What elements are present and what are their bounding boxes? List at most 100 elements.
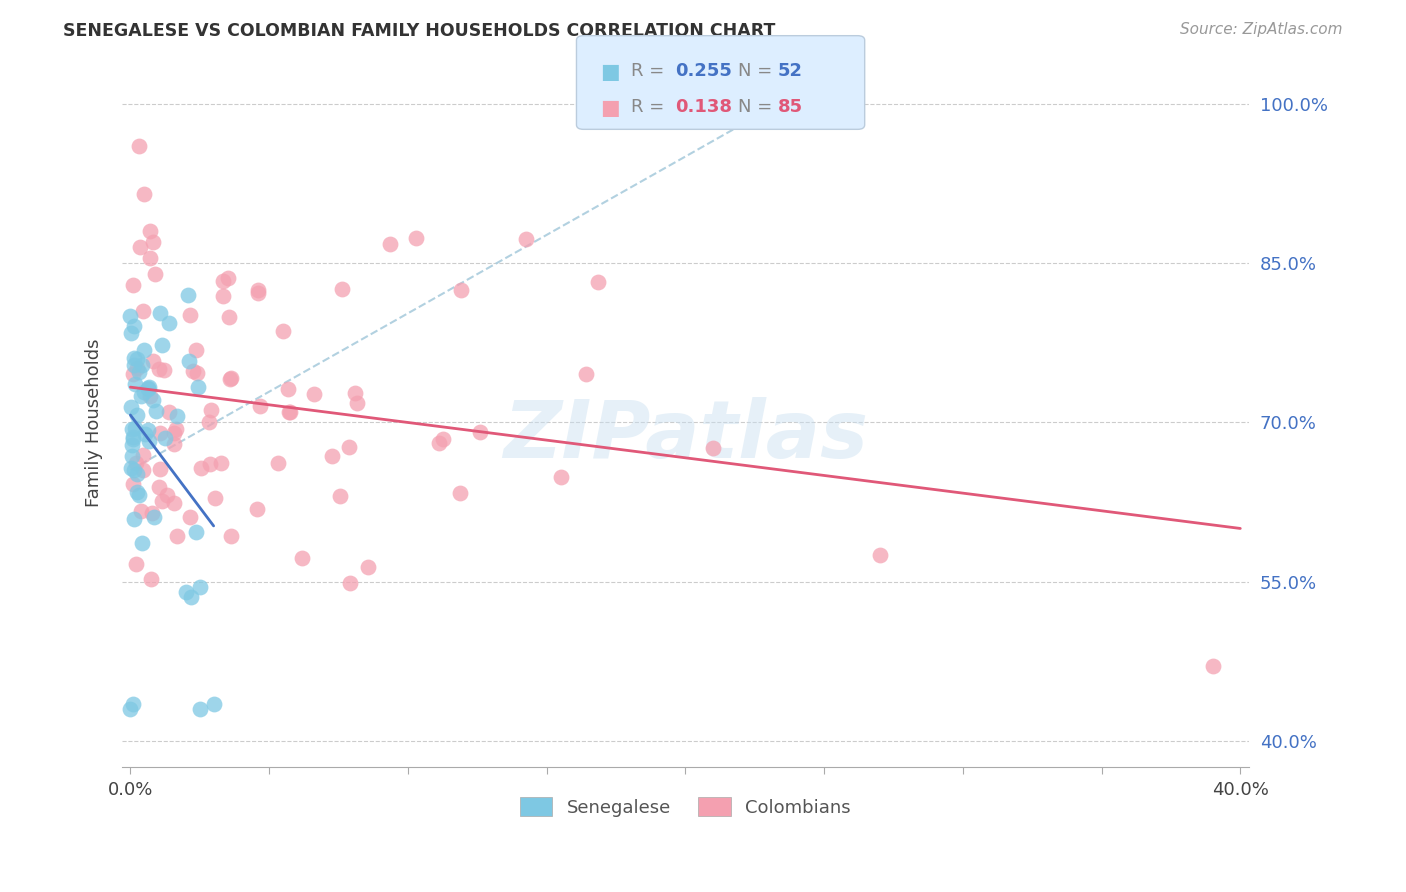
Point bbox=[209, 456, 232, 470]
Point bbox=[181, 364, 204, 378]
Point bbox=[219, 372, 242, 386]
Point bbox=[122, 351, 145, 366]
Point bbox=[330, 282, 353, 296]
Point bbox=[129, 239, 152, 253]
Point bbox=[162, 436, 184, 450]
Point bbox=[188, 702, 211, 716]
Point bbox=[148, 480, 170, 494]
Point bbox=[142, 353, 165, 368]
Point bbox=[143, 510, 166, 524]
Point bbox=[145, 403, 167, 417]
Text: N =: N = bbox=[738, 62, 778, 80]
Point bbox=[337, 440, 360, 454]
Point bbox=[247, 286, 270, 301]
Point bbox=[121, 449, 143, 463]
Point bbox=[138, 380, 160, 394]
Point bbox=[120, 310, 142, 324]
Point bbox=[271, 324, 294, 338]
Point bbox=[246, 501, 269, 516]
Point bbox=[122, 277, 145, 292]
Point bbox=[128, 365, 150, 379]
Point bbox=[575, 367, 598, 381]
Point bbox=[121, 422, 143, 436]
Point bbox=[177, 288, 200, 302]
Point bbox=[122, 476, 145, 491]
Point bbox=[122, 319, 145, 334]
Point bbox=[157, 405, 180, 419]
Text: R =: R = bbox=[631, 62, 671, 80]
Point bbox=[197, 415, 219, 429]
Point bbox=[136, 382, 159, 396]
Point bbox=[405, 231, 427, 245]
Point bbox=[190, 461, 212, 475]
Point bbox=[218, 310, 240, 325]
Point bbox=[153, 363, 176, 377]
Point bbox=[134, 187, 156, 202]
Point bbox=[702, 441, 724, 455]
Point bbox=[198, 457, 221, 471]
Point bbox=[122, 368, 145, 382]
Point bbox=[131, 448, 153, 462]
Point bbox=[217, 271, 239, 285]
Point bbox=[179, 509, 201, 524]
Text: ■: ■ bbox=[600, 62, 620, 82]
Point bbox=[302, 387, 325, 401]
Point bbox=[163, 426, 186, 441]
Point bbox=[124, 421, 146, 435]
Point bbox=[122, 463, 145, 477]
Point bbox=[165, 422, 187, 436]
Point bbox=[204, 491, 226, 505]
Point bbox=[180, 591, 202, 605]
Point bbox=[187, 380, 209, 394]
Point bbox=[125, 360, 148, 375]
Point bbox=[122, 430, 145, 444]
Point bbox=[136, 423, 159, 437]
Point bbox=[278, 405, 301, 419]
Text: 0.138: 0.138 bbox=[675, 98, 733, 116]
Point bbox=[139, 224, 162, 238]
Point bbox=[346, 395, 368, 409]
Point bbox=[142, 393, 165, 408]
Point bbox=[427, 436, 450, 450]
Point bbox=[166, 409, 188, 423]
Point bbox=[188, 580, 211, 594]
Point bbox=[186, 366, 208, 380]
Point bbox=[152, 337, 174, 351]
Point bbox=[219, 371, 242, 385]
Point bbox=[132, 303, 155, 318]
Text: ZIPatlas: ZIPatlas bbox=[503, 397, 868, 475]
Point bbox=[267, 457, 290, 471]
Point bbox=[200, 402, 222, 417]
Point bbox=[432, 432, 454, 446]
Point bbox=[321, 449, 343, 463]
Point bbox=[128, 139, 150, 153]
Point bbox=[143, 267, 166, 281]
Text: N =: N = bbox=[738, 98, 778, 116]
Point bbox=[163, 496, 186, 510]
Point bbox=[131, 389, 153, 403]
Text: 85: 85 bbox=[778, 98, 803, 116]
Point bbox=[378, 236, 401, 251]
Point bbox=[132, 385, 155, 400]
Point bbox=[136, 381, 159, 395]
Point bbox=[138, 434, 160, 448]
Point bbox=[277, 405, 299, 419]
Point bbox=[148, 362, 170, 376]
Point bbox=[179, 308, 201, 322]
Point bbox=[221, 529, 243, 543]
Point bbox=[550, 469, 572, 483]
Point bbox=[588, 275, 610, 289]
Point bbox=[122, 697, 145, 711]
Point bbox=[121, 438, 143, 452]
Point bbox=[450, 283, 472, 297]
Point bbox=[468, 425, 491, 439]
Point bbox=[120, 400, 142, 414]
Point bbox=[134, 426, 156, 441]
Text: ■: ■ bbox=[600, 98, 620, 118]
Point bbox=[125, 558, 148, 572]
Point bbox=[124, 377, 146, 392]
Point bbox=[150, 494, 173, 508]
Point bbox=[449, 486, 471, 500]
Text: Source: ZipAtlas.com: Source: ZipAtlas.com bbox=[1180, 22, 1343, 37]
Legend: Senegalese, Colombians: Senegalese, Colombians bbox=[513, 790, 858, 824]
